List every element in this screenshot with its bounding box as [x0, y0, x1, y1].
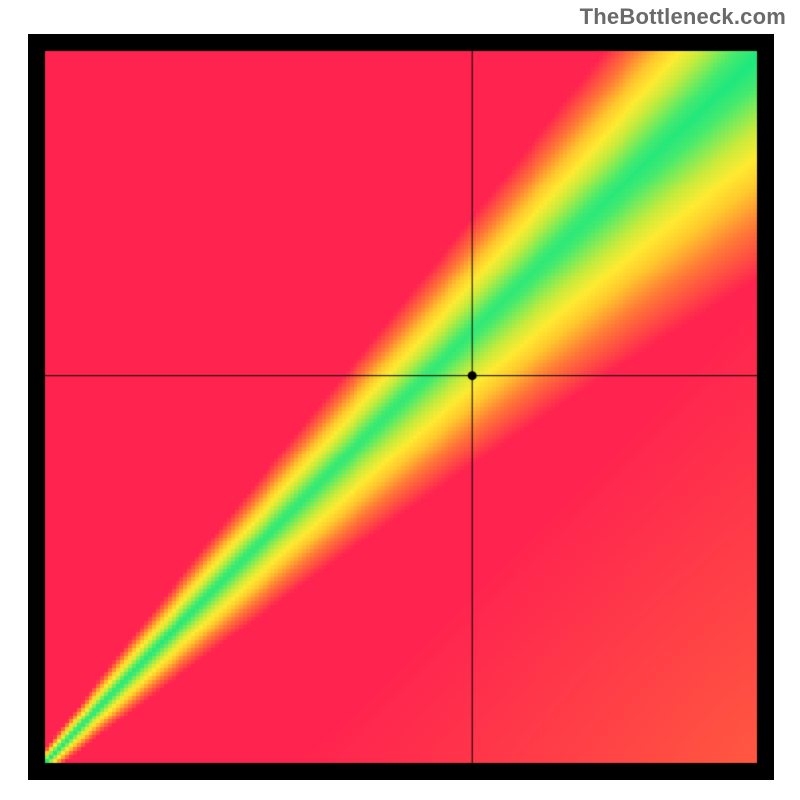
watermark-text: TheBottleneck.com [580, 4, 786, 30]
bottleneck-heatmap-canvas [28, 34, 774, 780]
chart-frame [28, 34, 774, 780]
